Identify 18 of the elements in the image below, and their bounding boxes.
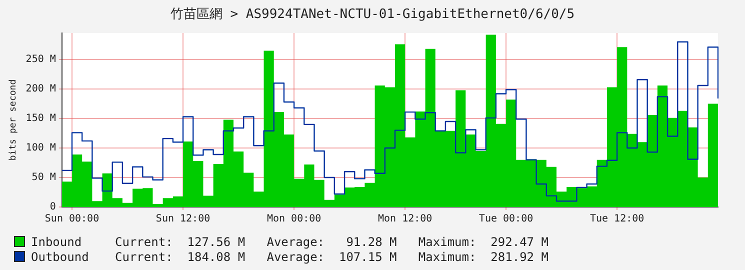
y-axis-title: bits per second <box>8 79 19 161</box>
y-tick-label: 150 M <box>26 113 56 124</box>
chart-title: 竹苗區網 > AS9924TANet-NCTU-01-GigabitEthernet0/6/0/5 <box>169 6 576 23</box>
text: Current: 127.56 M Average: 91.28 M Maximum: 292.47 M <box>115 234 548 248</box>
x-tick-label: Mon 00:00 <box>266 214 322 225</box>
x-tick-label: Tue 00:00 <box>478 214 534 225</box>
y-tick-label: 50 M <box>32 172 56 184</box>
text: Current: 184.08 M Average: 107.15 M Maximum: 281.92 M <box>115 250 548 264</box>
x-tick-label: Sun 00:00 <box>44 214 100 225</box>
x-tick-label: Mon 12:00 <box>378 214 432 225</box>
legend-label: Outbound <box>31 250 90 264</box>
y-tick-label: 100 M <box>26 142 56 154</box>
legend-label: Inbound <box>31 234 83 248</box>
x-tick-label: Sun 12:00 <box>156 214 210 225</box>
y-tick-label: 250 M <box>26 54 56 66</box>
x-tick-label: Tue 12:00 <box>590 214 644 225</box>
y-tick-label: 200 M <box>26 84 56 95</box>
y-tick-label: 0 <box>50 202 56 213</box>
